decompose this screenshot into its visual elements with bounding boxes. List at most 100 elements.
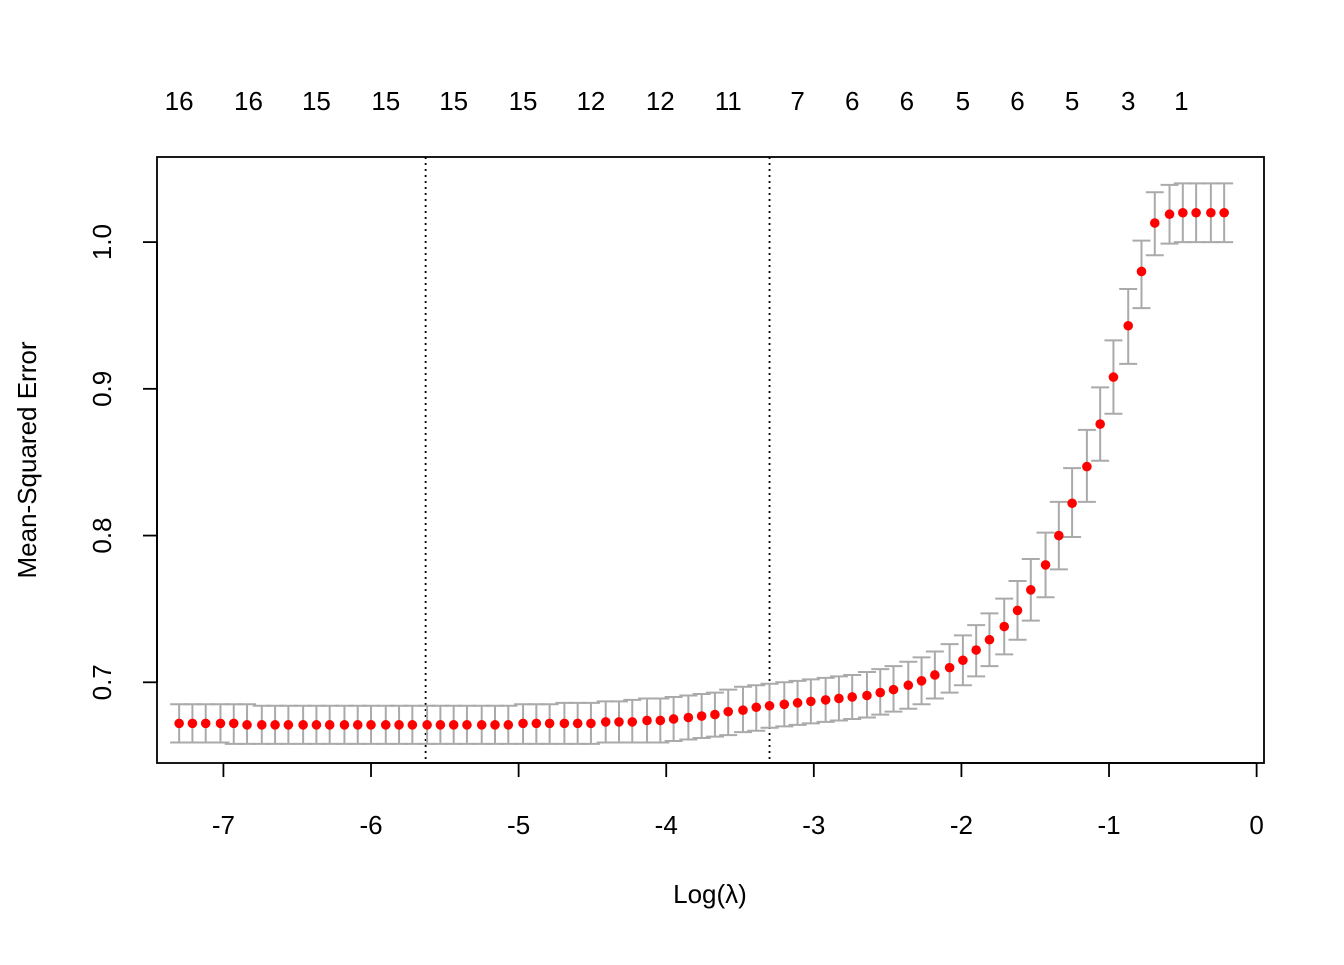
y-axis-title: Mean-Squared Error bbox=[12, 341, 42, 578]
data-point-71 bbox=[1149, 218, 1160, 228]
top-label-9: 7 bbox=[790, 86, 804, 116]
data-point-5 bbox=[242, 720, 252, 730]
data-point-49 bbox=[847, 692, 857, 702]
data-point-63 bbox=[1040, 560, 1051, 570]
top-label-13: 6 bbox=[1010, 86, 1024, 116]
x-tick-label-0: -7 bbox=[212, 810, 235, 840]
data-point-2 bbox=[200, 718, 211, 729]
top-label-8: 11 bbox=[715, 86, 742, 116]
top-axis-labels: 16 16 15 15 15 15 12 12 11 7 6 6 5 6 5 3 1 bbox=[165, 86, 1189, 116]
data-point-52 bbox=[888, 684, 899, 695]
data-point-23 bbox=[490, 720, 500, 730]
data-point-73 bbox=[1178, 207, 1188, 218]
data-point-22 bbox=[476, 720, 487, 730]
data-point-40 bbox=[723, 706, 734, 717]
data-point-4 bbox=[228, 718, 239, 729]
data-point-58 bbox=[971, 645, 981, 655]
data-point-50 bbox=[862, 690, 872, 701]
top-label-7: 12 bbox=[646, 86, 675, 116]
top-label-0: 16 bbox=[165, 86, 194, 116]
data-point-60 bbox=[999, 621, 1010, 632]
data-point-3 bbox=[215, 718, 226, 729]
data-point-6 bbox=[256, 720, 267, 730]
vertical-reference-lines bbox=[424, 157, 771, 763]
x-tick-label-4: -3 bbox=[802, 810, 825, 840]
data-point-64 bbox=[1054, 530, 1064, 541]
data-point-18 bbox=[422, 720, 432, 730]
data-point-7 bbox=[270, 720, 280, 730]
data-point-20 bbox=[448, 720, 459, 730]
top-label-12: 5 bbox=[956, 86, 970, 116]
x-tick-label-5: -2 bbox=[950, 810, 973, 840]
data-point-15 bbox=[380, 720, 391, 730]
data-point-56 bbox=[944, 662, 955, 673]
data-point-51 bbox=[875, 687, 886, 698]
data-point-36 bbox=[668, 714, 679, 724]
data-point-47 bbox=[820, 695, 831, 705]
x-tick-label-7: 0 bbox=[1249, 810, 1263, 840]
data-point-37 bbox=[683, 712, 694, 723]
data-point-74 bbox=[1191, 207, 1201, 218]
data-point-8 bbox=[283, 720, 294, 730]
data-point-75 bbox=[1206, 207, 1216, 218]
data-point-29 bbox=[572, 718, 583, 729]
data-point-68 bbox=[1108, 372, 1119, 382]
data-point-38 bbox=[696, 711, 707, 721]
top-label-10: 6 bbox=[845, 86, 859, 116]
data-points bbox=[174, 207, 1229, 730]
top-label-1: 16 bbox=[234, 86, 263, 116]
x-tick-label-3: -4 bbox=[655, 810, 678, 840]
data-point-28 bbox=[559, 718, 570, 729]
data-point-44 bbox=[779, 699, 790, 710]
data-point-27 bbox=[544, 718, 555, 729]
data-point-16 bbox=[394, 720, 404, 730]
data-point-46 bbox=[806, 696, 816, 707]
data-point-72 bbox=[1164, 209, 1175, 220]
x-tick-label-1: -6 bbox=[359, 810, 382, 840]
y-tick-label-0: 0.7 bbox=[87, 664, 117, 700]
data-point-17 bbox=[407, 720, 418, 730]
data-point-66 bbox=[1082, 461, 1092, 472]
data-point-41 bbox=[738, 705, 748, 715]
data-point-9 bbox=[298, 720, 308, 730]
data-point-11 bbox=[324, 720, 335, 730]
data-point-34 bbox=[642, 715, 652, 726]
data-point-31 bbox=[600, 717, 611, 727]
y-axis: 0.7 0.8 0.9 1.0 bbox=[87, 224, 158, 700]
top-label-11: 6 bbox=[900, 86, 914, 116]
top-label-14: 5 bbox=[1065, 86, 1079, 116]
data-point-21 bbox=[462, 720, 472, 730]
data-point-59 bbox=[984, 634, 995, 645]
data-point-62 bbox=[1025, 585, 1036, 595]
data-point-45 bbox=[792, 698, 803, 708]
data-point-67 bbox=[1095, 419, 1105, 429]
data-point-35 bbox=[655, 715, 666, 726]
top-label-5: 15 bbox=[509, 86, 538, 116]
x-axis-title: Log(λ) bbox=[673, 879, 747, 909]
data-point-0 bbox=[174, 718, 184, 729]
y-tick-label-3: 1.0 bbox=[87, 224, 117, 260]
data-point-70 bbox=[1136, 266, 1147, 277]
data-point-42 bbox=[751, 702, 762, 713]
error-bars bbox=[170, 182, 1234, 745]
top-label-6: 12 bbox=[576, 86, 605, 116]
top-label-3: 15 bbox=[371, 86, 400, 116]
data-point-19 bbox=[435, 720, 446, 730]
data-point-43 bbox=[764, 700, 775, 711]
data-point-24 bbox=[503, 720, 514, 730]
data-point-14 bbox=[366, 720, 376, 730]
data-point-33 bbox=[627, 717, 638, 727]
data-point-48 bbox=[834, 693, 844, 704]
top-label-2: 15 bbox=[302, 86, 331, 116]
data-point-57 bbox=[958, 655, 968, 666]
data-point-30 bbox=[586, 718, 596, 729]
data-point-10 bbox=[311, 720, 322, 730]
data-point-76 bbox=[1219, 207, 1229, 218]
top-label-15: 3 bbox=[1121, 86, 1135, 116]
data-point-61 bbox=[1012, 605, 1023, 616]
data-point-53 bbox=[903, 680, 914, 691]
data-point-65 bbox=[1067, 498, 1077, 509]
data-point-32 bbox=[614, 717, 624, 727]
data-point-54 bbox=[916, 676, 927, 686]
